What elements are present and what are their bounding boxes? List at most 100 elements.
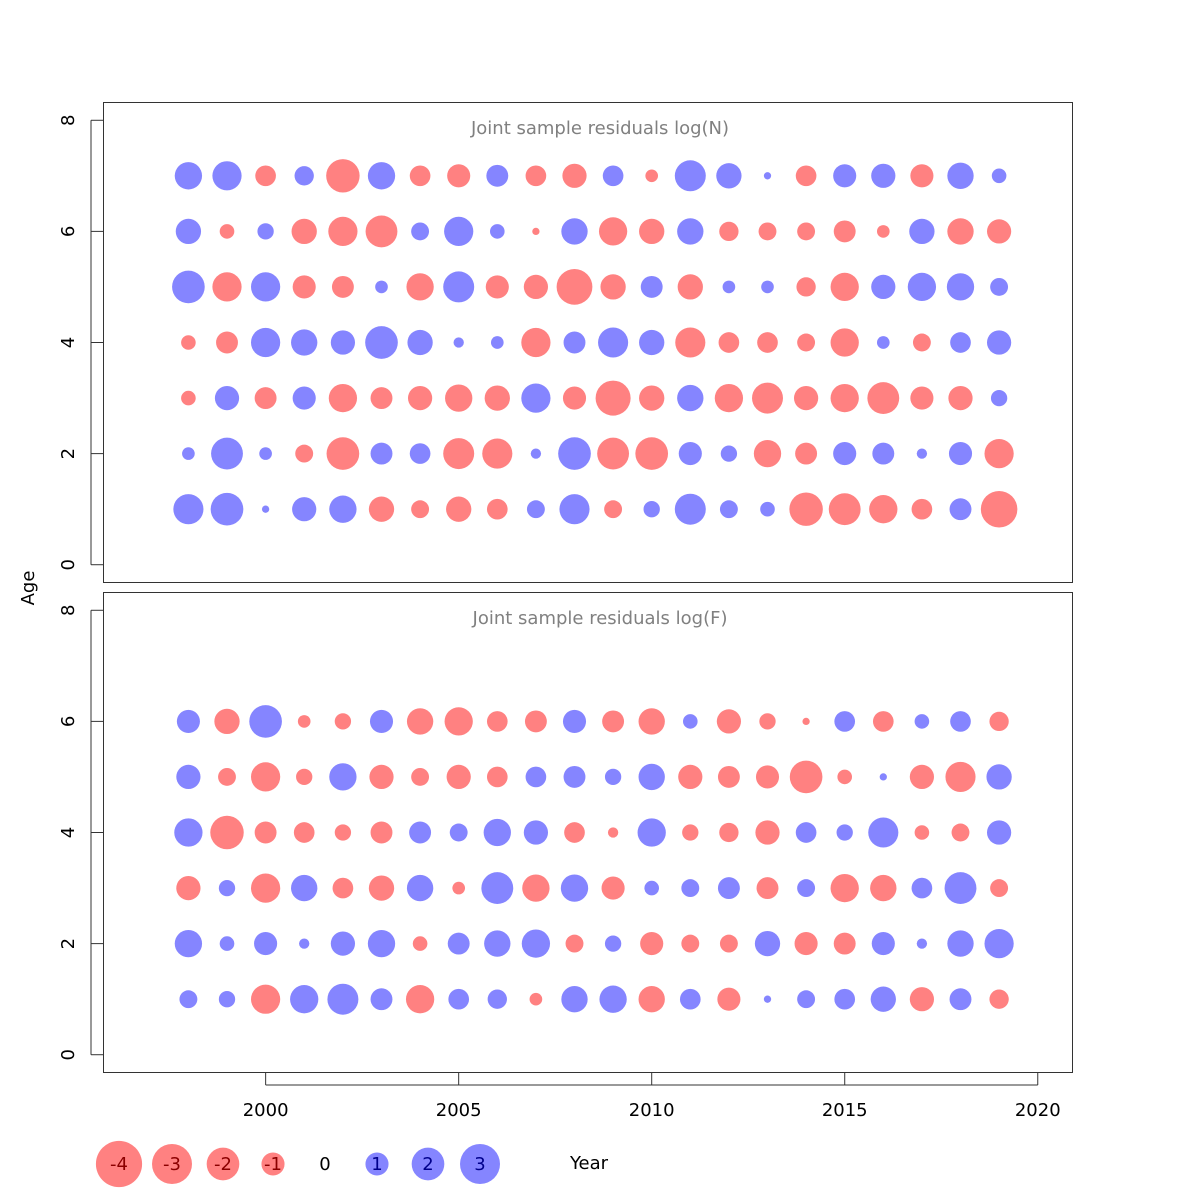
- residual-bubble: [797, 222, 816, 241]
- residual-bubble: [830, 328, 859, 357]
- residual-bubble: [487, 989, 507, 1009]
- residual-bubble: [250, 327, 281, 358]
- residual-bubble: [716, 163, 742, 189]
- residual-bubble: [292, 497, 317, 522]
- residual-bubble: [453, 337, 464, 348]
- residual-bubble: [833, 220, 856, 243]
- residual-bubble: [989, 989, 1009, 1009]
- residual-bubble: [717, 877, 740, 900]
- residual-bubble: [250, 984, 281, 1014]
- residual-bubble: [947, 162, 974, 189]
- residual-bubble: [756, 877, 779, 900]
- residual-bubble: [296, 768, 313, 786]
- residual-bubble: [802, 717, 810, 726]
- residual-bubble: [718, 332, 740, 353]
- residual-bubble: [870, 986, 896, 1012]
- residual-bubble: [181, 335, 196, 350]
- residual-bubble: [638, 708, 665, 735]
- residual-bubble: [484, 930, 511, 957]
- residual-bubble: [950, 332, 971, 353]
- panel-log-n: Joint sample residuals log(N) 0 2 4 6 8: [58, 102, 1073, 583]
- residual-bubble: [601, 876, 625, 900]
- residual-bubble: [486, 711, 508, 732]
- residual-bubble: [597, 437, 630, 470]
- y-tick-label: 6: [58, 226, 79, 237]
- residual-bubble: [559, 494, 590, 525]
- residual-bubble: [871, 274, 896, 300]
- residual-bubble: [830, 272, 859, 302]
- residual-bubble: [370, 442, 393, 465]
- residual-bubble: [291, 329, 318, 356]
- residual-bubble: [645, 169, 659, 183]
- residual-bubble: [409, 821, 432, 844]
- residual-bubble: [250, 272, 281, 302]
- residual-bubble: [406, 874, 434, 902]
- residual-bubble: [757, 332, 778, 353]
- residual-bubble: [789, 492, 823, 526]
- residual-bubble: [521, 929, 551, 958]
- residual-bubble: [332, 877, 354, 899]
- residual-bubble: [445, 384, 473, 412]
- residual-bubble: [914, 825, 930, 840]
- residual-bubble: [598, 217, 628, 246]
- residual-bubble: [210, 815, 244, 850]
- residual-bubble: [560, 874, 589, 902]
- residual-bubble: [879, 773, 887, 781]
- residual-bubble: [678, 442, 702, 466]
- residual-bubble: [910, 164, 934, 188]
- residual-bubble: [328, 383, 358, 413]
- residual-bubble: [828, 493, 861, 526]
- residual-bubble: [911, 877, 933, 899]
- residual-bubble: [794, 932, 818, 956]
- residual-bubble: [564, 822, 585, 843]
- residual-bubble: [370, 821, 393, 844]
- residual-bubble: [911, 498, 933, 520]
- legend-bubble: [206, 1147, 240, 1181]
- residual-bubble: [598, 327, 629, 358]
- bubble-size-legend: -4 -3 -2 -1 0 1 2 3: [95, 1140, 500, 1188]
- residual-bubble: [292, 386, 316, 410]
- residual-bubble: [182, 447, 195, 460]
- residual-bubble: [912, 333, 931, 352]
- residual-bubble: [719, 221, 739, 242]
- residual-bubble: [326, 437, 360, 470]
- panel-title: Joint sample residuals log(N): [470, 118, 729, 139]
- residual-bubble: [290, 985, 319, 1014]
- residual-bubble: [250, 873, 281, 903]
- residual-bubble: [411, 767, 430, 786]
- residual-bubble: [292, 275, 316, 299]
- residual-bubble: [595, 380, 631, 416]
- residual-bubble: [218, 991, 236, 1008]
- residual-bubble: [326, 159, 360, 193]
- residual-bubble: [490, 336, 504, 349]
- residual-bubble: [249, 705, 282, 738]
- residual-bubble: [752, 382, 783, 414]
- y-axis-title: Age: [18, 571, 39, 606]
- residual-bubble: [763, 995, 772, 1003]
- residual-bubble: [950, 711, 971, 732]
- panel-frame: [103, 592, 1073, 1073]
- residual-bubble: [872, 442, 895, 465]
- residual-bubble: [683, 714, 698, 729]
- residual-bubble: [675, 327, 706, 358]
- residual-bubble: [214, 708, 240, 735]
- residual-bubble: [452, 881, 466, 895]
- x-tick-label: 2020: [1015, 1100, 1061, 1121]
- residual-bubble: [640, 932, 664, 956]
- residual-bubble: [986, 219, 1012, 244]
- residual-bubble: [526, 500, 545, 519]
- residual-bubble: [257, 223, 274, 240]
- residual-bubble: [219, 224, 235, 239]
- residual-bubble: [638, 986, 665, 1013]
- residual-bubble: [947, 930, 974, 957]
- residual-bubble: [486, 766, 508, 788]
- residual-bubble: [370, 387, 393, 410]
- legend-bubble: [261, 1152, 285, 1176]
- x-tick-label: 2010: [629, 1100, 675, 1121]
- residual-bubble: [869, 495, 898, 524]
- residual-bubble: [868, 817, 899, 848]
- bubble-layer: [172, 159, 1018, 528]
- x-tick-label: 2005: [436, 1100, 482, 1121]
- residual-bubble: [639, 329, 665, 356]
- residual-bubble: [218, 879, 236, 897]
